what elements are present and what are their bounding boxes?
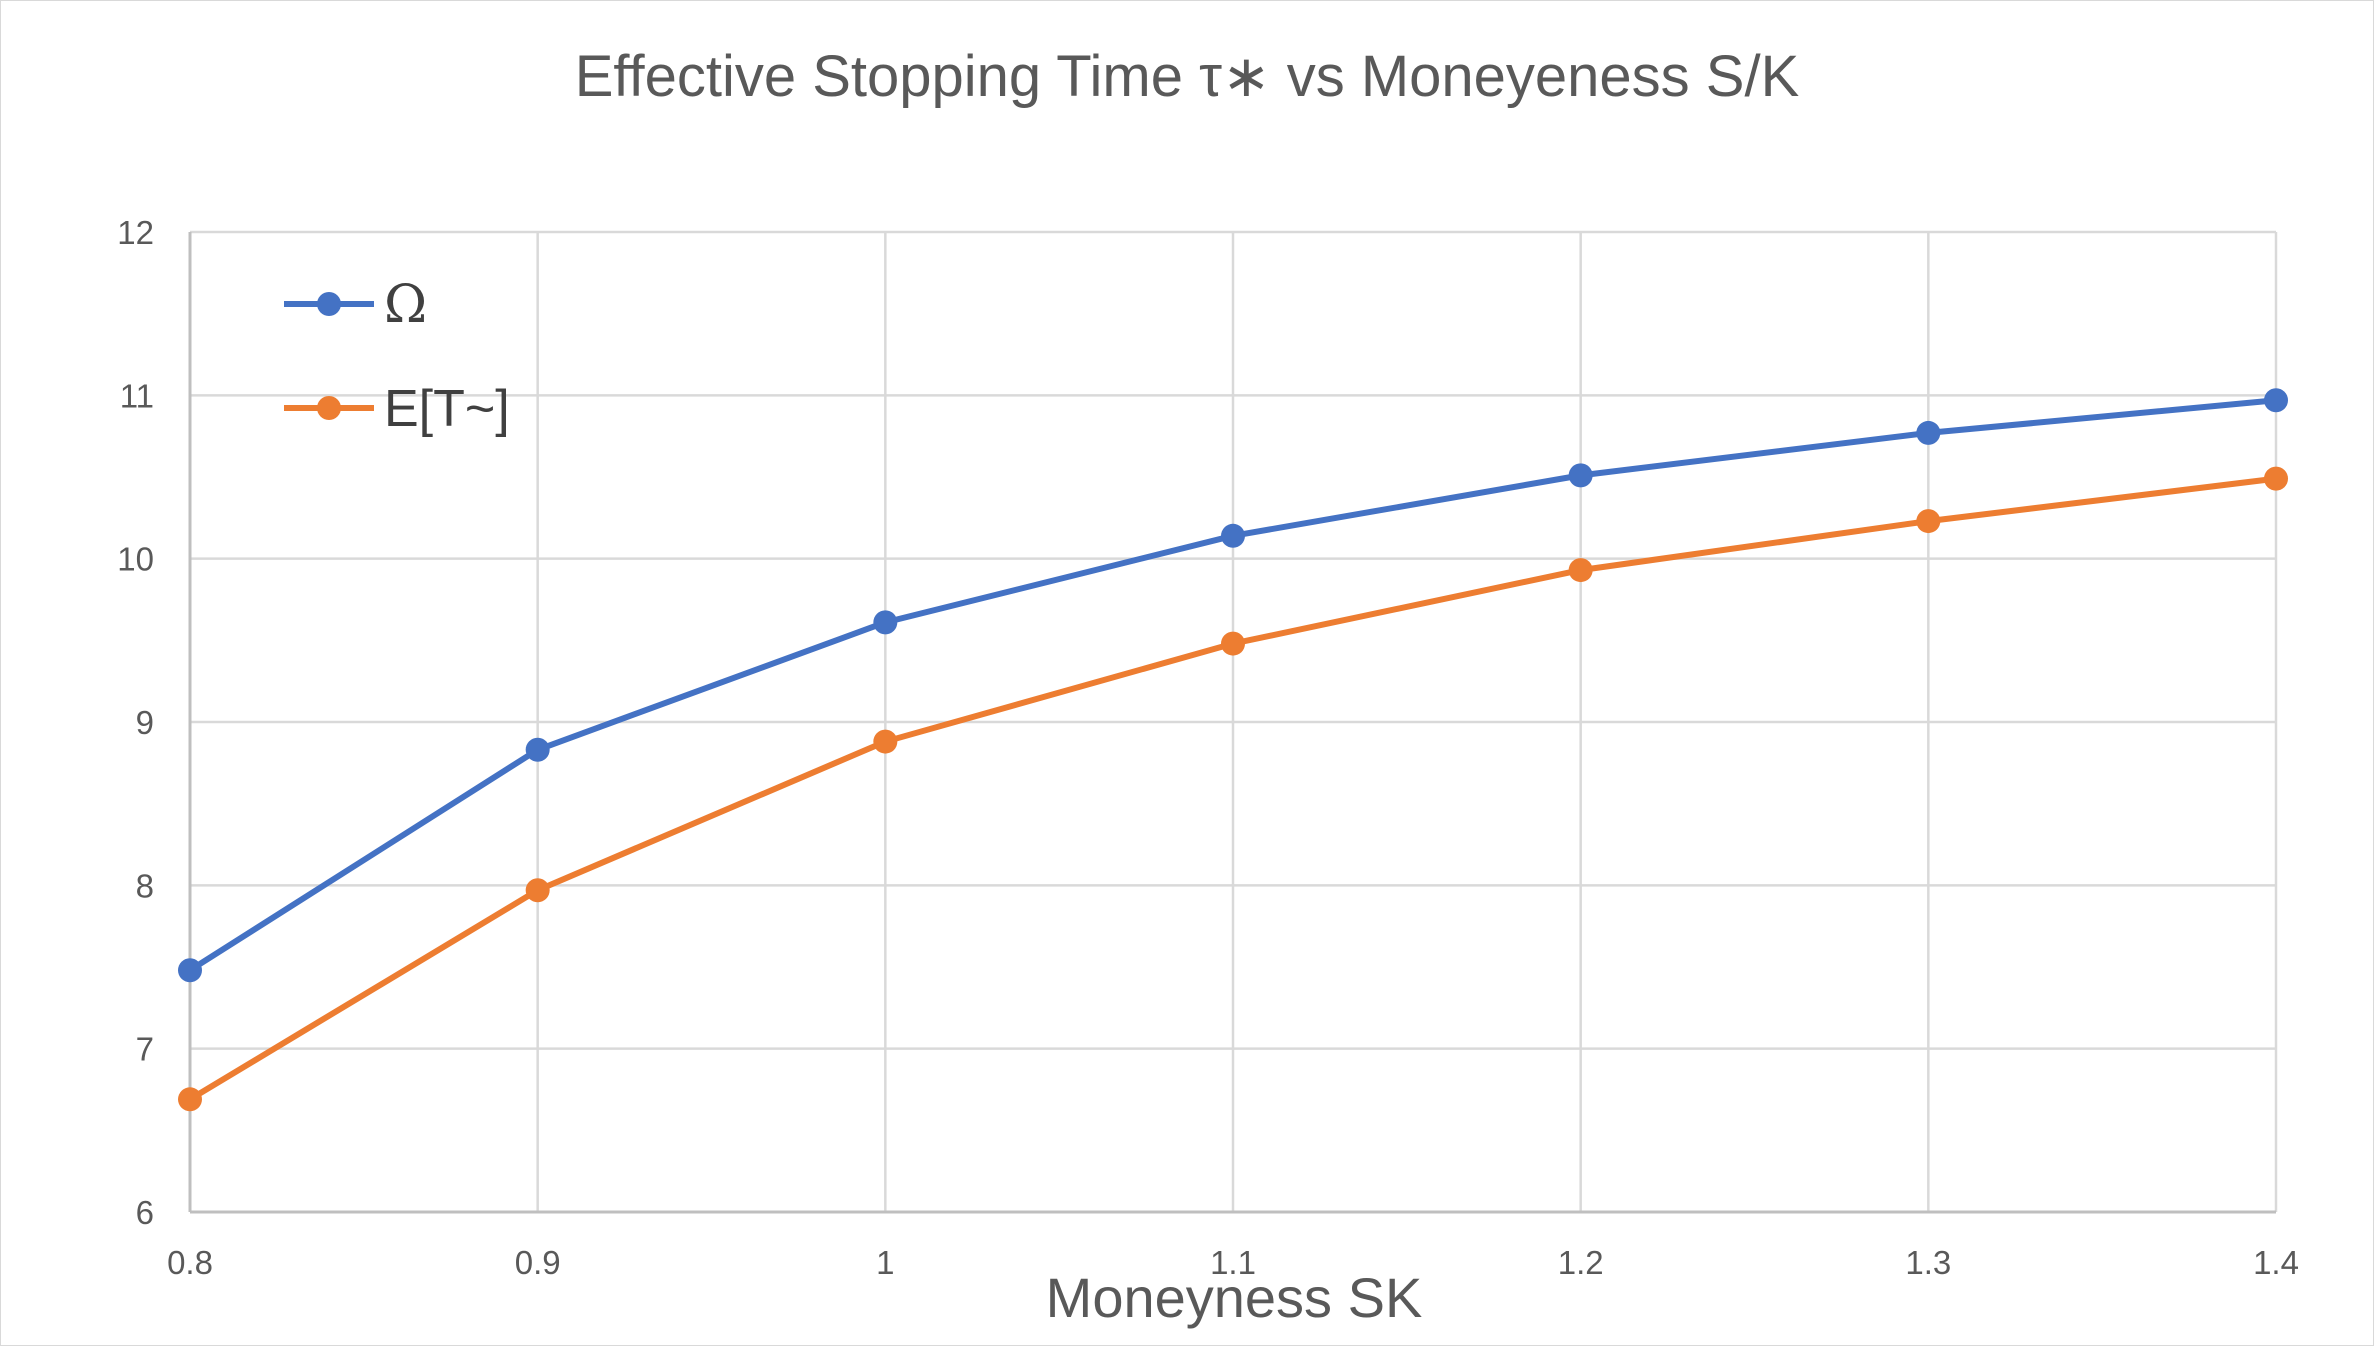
grid-layer [188,230,2278,1214]
y-tick-label: 6 [136,1194,154,1231]
x-tick-label: 1 [876,1244,894,1281]
y-tick-label: 11 [120,377,154,414]
x-tick-label: 1.3 [1905,1244,1951,1281]
data-point [873,610,898,635]
legend-item: E[T~] [284,380,510,438]
x-tick-label: 0.9 [515,1244,561,1281]
y-tick-label: 12 [117,214,154,251]
data-point [1916,420,1941,445]
legend-label: Ω [384,275,427,335]
legend-label: E[T~] [384,380,510,438]
chart-title: Effective Stopping Time τ∗ vs Moneyeness… [574,44,1800,109]
data-point [525,878,550,903]
x-tick-label: 1.4 [2253,1244,2299,1281]
data-point [2264,466,2288,491]
y-tick-label: 9 [136,704,154,741]
tick-label-layer: 6 7 8 9 10 11 12 0.8 0.9 1 1.1 1.2 1.3 1.4 [117,214,2299,1281]
data-point [1568,463,1593,488]
y-tick-label: 8 [136,867,154,904]
data-point [2264,388,2288,413]
data-point [178,1087,202,1112]
data-point [1221,631,1245,656]
legend-marker [317,292,341,316]
data-point [178,958,202,983]
data-point [873,729,898,754]
x-tick-label: 1.1 [1210,1244,1256,1281]
y-tick-label: 7 [136,1031,154,1068]
legend-marker [317,396,341,420]
data-point [1568,558,1593,583]
legend-item: Ω [284,275,427,335]
y-tick-label: 10 [117,541,154,578]
x-tick-label: 0.8 [167,1244,213,1281]
data-point [1916,509,1941,534]
series-0 [178,388,2288,983]
data-point [525,737,550,762]
legend: Ω E[T~] [284,275,510,438]
data-point [1221,523,1245,548]
series-layer [178,388,2288,1112]
series-1 [178,466,2288,1112]
x-tick-label: 1.2 [1558,1244,1604,1281]
x-axis-label: Moneyness SK [1045,1266,1423,1329]
